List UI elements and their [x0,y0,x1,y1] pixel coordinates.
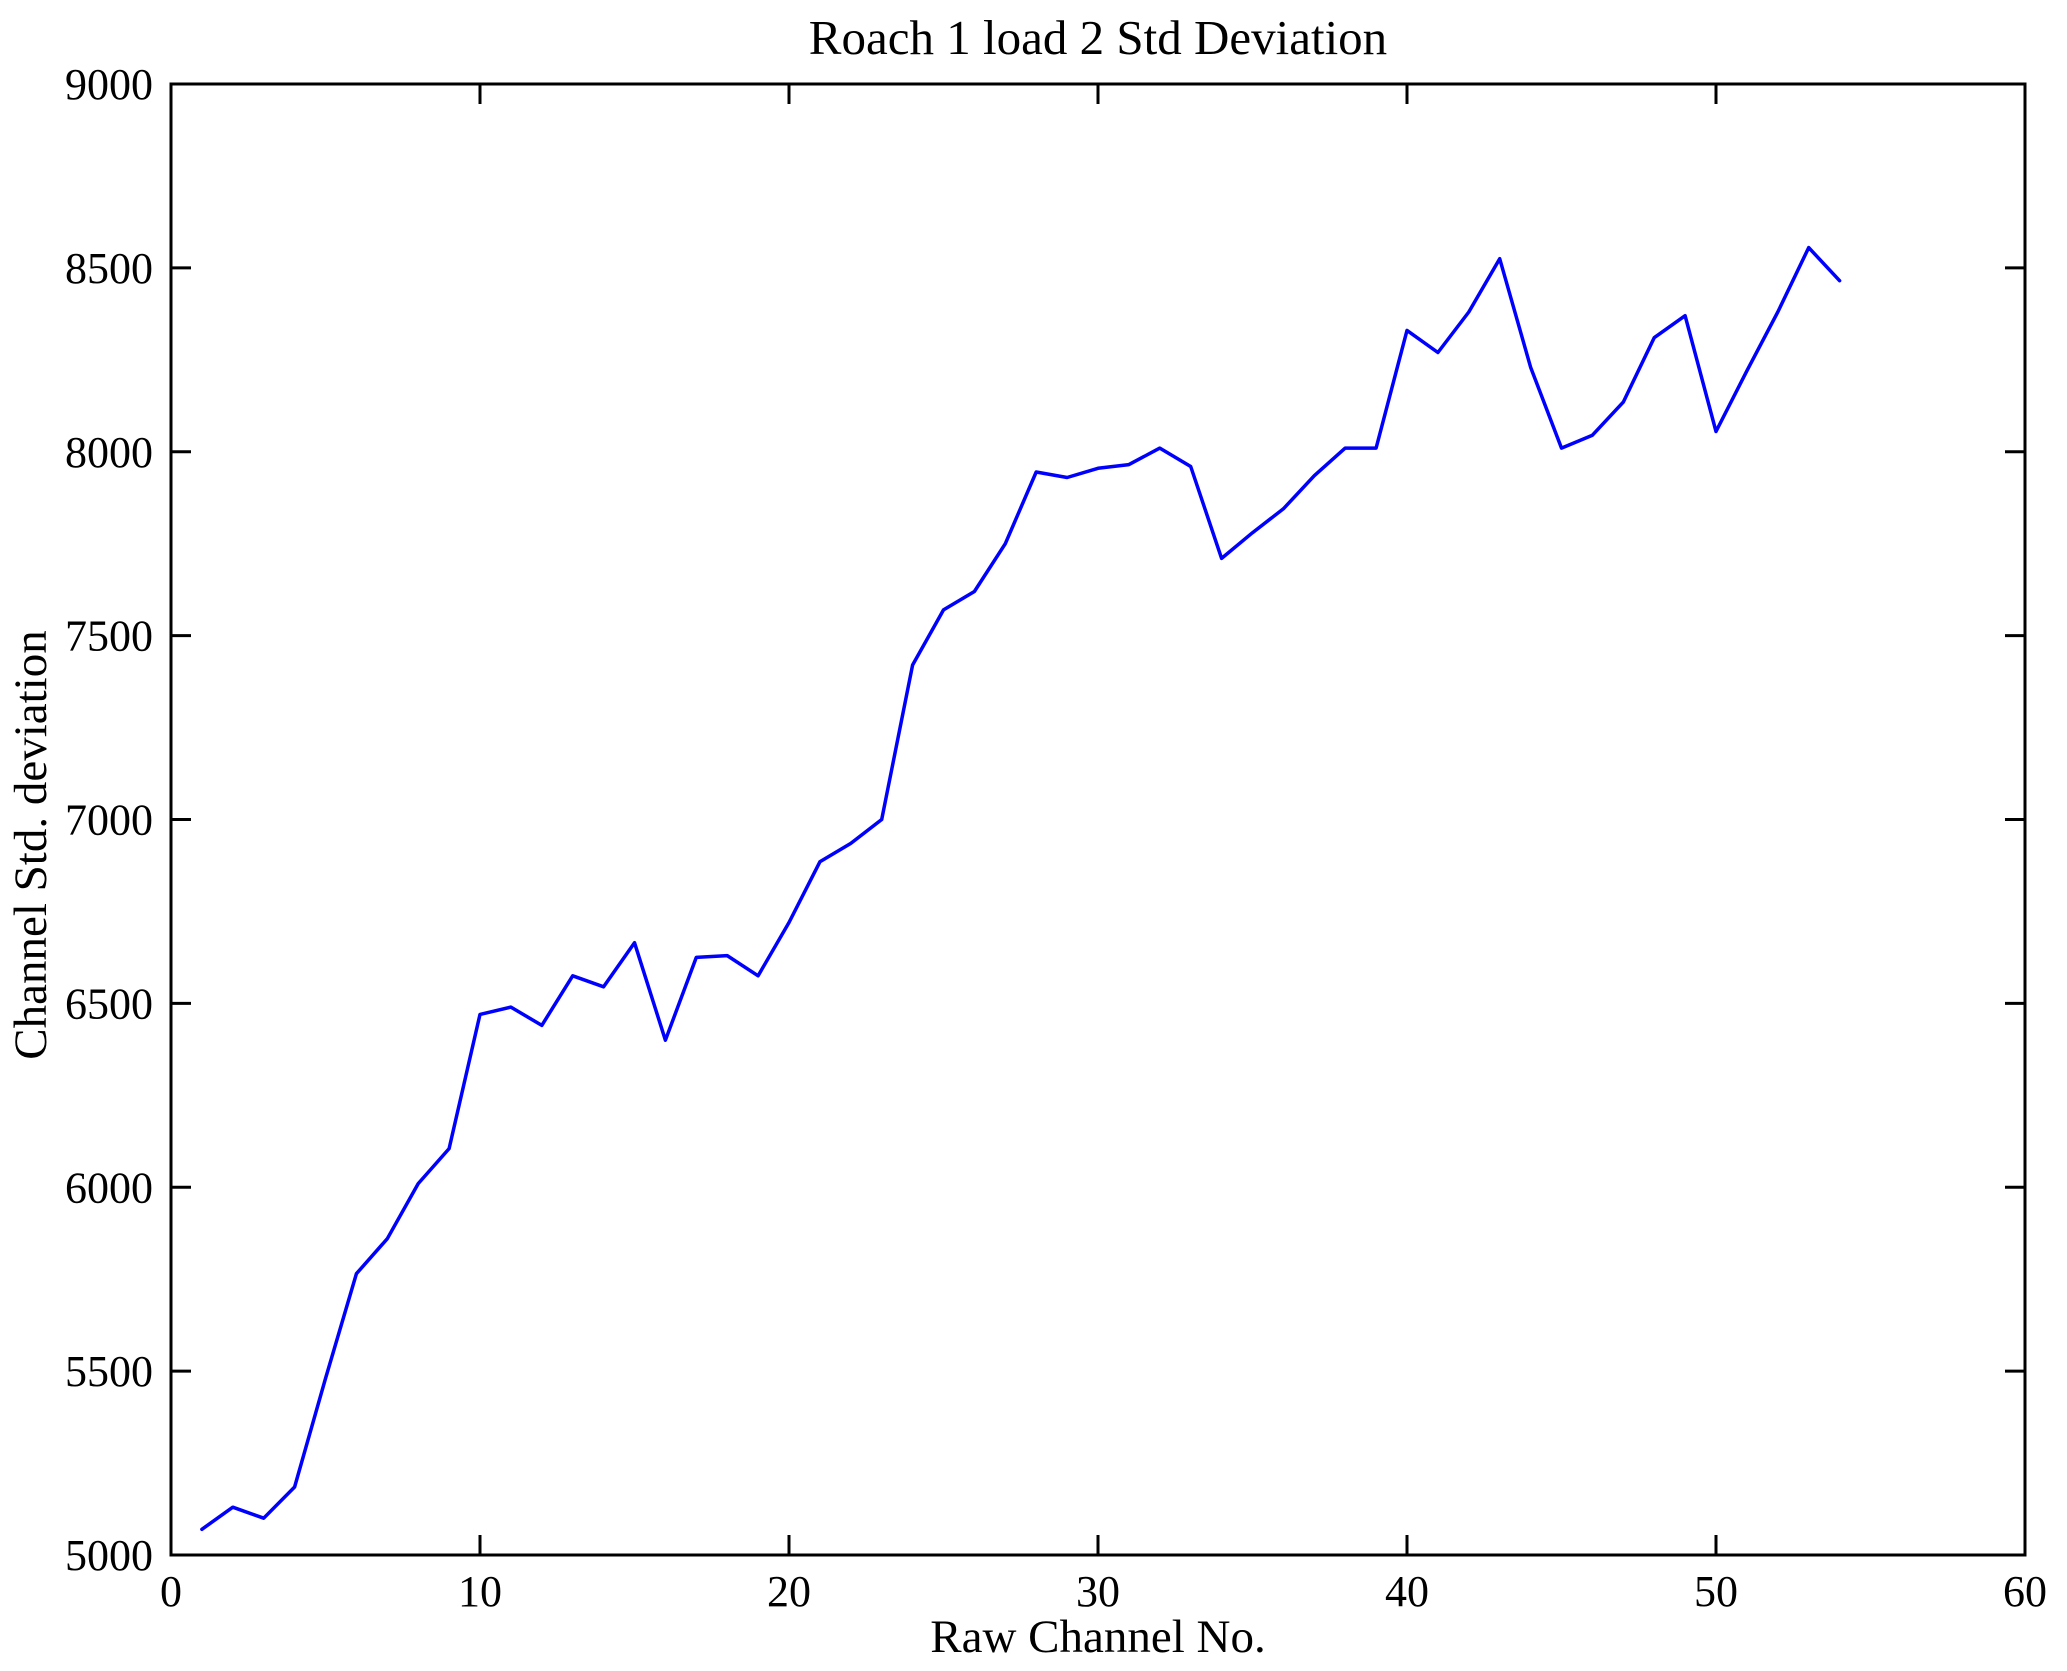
y-tick-label: 5000 [65,1531,153,1580]
x-tick-label: 40 [1385,1567,1429,1616]
x-tick-label: 10 [458,1567,502,1616]
y-tick-label: 6000 [65,1163,153,1212]
x-tick-labels: 0 10 20 30 40 50 60 [160,1567,2047,1616]
x-axis-label: Raw Channel No. [930,1611,1265,1663]
y-tick-label: 6500 [65,979,153,1028]
x-tick-label: 30 [1076,1567,1120,1616]
plot-area [169,82,2027,1557]
chart-title: Roach 1 load 2 Std Deviation [809,10,1387,65]
y-tick-label: 5500 [65,1347,153,1396]
x-tick-label: 0 [160,1567,182,1616]
axis-ticks [169,82,2027,1557]
y-axis-label: Channel Std. deviation [5,630,57,1059]
x-tick-label: 50 [1694,1567,1738,1616]
y-tick-label: 7500 [65,612,153,661]
y-tick-label: 8500 [65,244,153,293]
x-tick-label: 20 [767,1567,811,1616]
y-tick-label: 9000 [65,60,153,109]
y-tick-label: 7000 [65,796,153,845]
x-tick-label: 60 [2003,1567,2047,1616]
y-tick-labels: 5000 5500 6000 6500 7000 7500 8000 8500 9000 [65,60,153,1580]
y-tick-label: 8000 [65,428,153,477]
data-line [200,245,1842,1532]
